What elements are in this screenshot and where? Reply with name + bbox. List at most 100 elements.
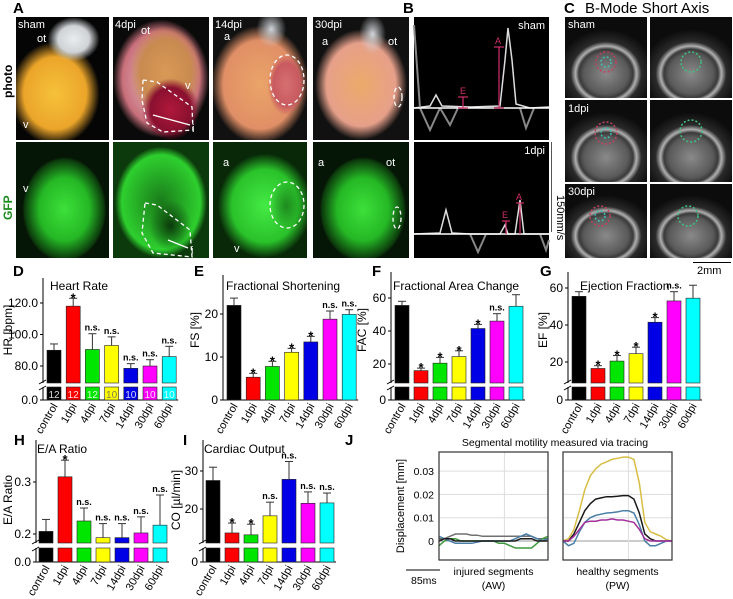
bar-base-4dpi: [85, 386, 100, 401]
series-line-2: [562, 509, 672, 547]
x-tick-label: 30dpi: [291, 564, 315, 593]
bar-base-1dpi: [224, 547, 240, 563]
significance-label: n.s.: [161, 335, 177, 345]
length-scale-bar: [693, 262, 731, 263]
chart-j: Segmental motility measured via tracing D…: [395, 437, 673, 592]
y-axis-label: E/A Ratio: [1, 475, 15, 525]
bar-control: [205, 480, 221, 544]
significance-label: n.s.: [262, 491, 278, 501]
bar-control: [46, 349, 62, 384]
x-tick-label: 4dpi: [258, 402, 279, 426]
y-tick-label: 0.2: [14, 527, 31, 541]
bar-base-1dpi: [65, 386, 81, 401]
gfp-30dpi: a ot: [313, 142, 409, 258]
bar-7dpi: [451, 356, 467, 384]
bar-base-60dpi: [508, 386, 524, 401]
bar-base-14dpi: [647, 386, 663, 401]
series-line-2: [438, 533, 549, 545]
bar-4dpi: [85, 349, 100, 384]
us-30dpi-raw: 30dpi: [565, 184, 647, 258]
mark-ot: ot: [388, 36, 398, 48]
panel-label-i: I: [183, 432, 188, 449]
significance-label: n.s.: [142, 349, 158, 359]
bar-base-14dpi: [114, 547, 130, 563]
x-tick-label: 4dpi: [603, 402, 624, 426]
y-tick-label: 0: [428, 536, 434, 548]
series-line-3: [563, 518, 672, 542]
sample-size-label: 10: [164, 390, 176, 401]
series-line-1: [563, 494, 672, 542]
significance-label: n.s.: [152, 484, 168, 494]
x-tick-label: 1dpi: [407, 402, 428, 426]
plot-frame: [562, 451, 673, 561]
y-tick-label: 0: [556, 393, 563, 407]
chart-i: 0 20 30 Cardiac Output CO [µl/min] control * 1d…: [169, 440, 336, 598]
x-tick-label: 7dpi: [277, 402, 298, 426]
axis-break-mark: [198, 539, 207, 545]
significance-label: *: [248, 516, 254, 531]
gfp-4dpi: i: [113, 142, 209, 258]
significance-label: n.s.: [95, 513, 111, 523]
bar-7dpi: [95, 537, 111, 544]
doppler-label: 1dpi: [524, 145, 545, 157]
bar-control: [394, 305, 410, 384]
bar-60dpi: [341, 314, 357, 401]
us-label: 30dpi: [568, 186, 595, 198]
bar-30dpi: [489, 320, 505, 384]
bar-14dpi: [281, 479, 297, 544]
chart-title: Fractional Area Change: [393, 279, 519, 293]
bar-base-control: [571, 386, 587, 401]
x-tick-label: 7dpi: [256, 564, 277, 588]
x-tick-label: 7dpi: [445, 402, 466, 426]
chart-g: 0 20 40 60 Ejection Fraction EF [%] control * 1d…: [536, 272, 702, 436]
doppler-sham: sham: [414, 17, 549, 140]
mark-v: v: [185, 80, 191, 92]
photo-sham: sham ot v: [16, 17, 109, 140]
bar-base-30dpi: [133, 547, 149, 563]
bar-base-7dpi: [628, 386, 644, 401]
mark-ot: ot: [37, 33, 47, 45]
panel-label-g: G: [540, 263, 552, 280]
x-tick-label: control: [382, 402, 409, 437]
bar-base-1dpi: [590, 386, 606, 401]
bar-60dpi: [152, 524, 168, 544]
x-tick-label: control: [214, 402, 241, 437]
bar-base-60dpi: [319, 547, 335, 563]
significance-label: n.s.: [133, 506, 149, 516]
bar-base-4dpi: [609, 386, 625, 401]
photo-14dpi: 14dpi a: [213, 17, 307, 140]
x-tick-label: 30dpi: [480, 402, 504, 431]
chart-title: Fractional Shortening: [226, 279, 340, 293]
y-tick-label: 100.0: [8, 328, 38, 342]
bar-7dpi: [628, 353, 644, 384]
panel-label-e: E: [194, 263, 205, 280]
x-tick-label: 60dpi: [152, 402, 176, 431]
y-axis-label: HR [bpm]: [1, 305, 15, 356]
y-tick-label: 60: [550, 281, 564, 295]
bar-control: [38, 531, 54, 544]
panel-sublabel: (AW): [482, 580, 506, 592]
panel-label: healthy segments: [576, 566, 658, 578]
photo-4dpi: 4dpi ot v i: [113, 17, 209, 140]
bar-base-30dpi: [300, 547, 316, 563]
significance-label: *: [71, 290, 77, 305]
bar-60dpi: [161, 356, 177, 384]
y-tick-label: 60: [373, 291, 387, 305]
gfp-sham: v: [16, 142, 109, 258]
us-30dpi-traced: [650, 184, 732, 258]
bar-control: [226, 305, 242, 401]
y-tick-label: 0: [211, 393, 218, 407]
y-tick-label: 0.0: [14, 555, 31, 569]
panel-label-c: C: [564, 0, 575, 17]
x-tick-label: 4dpi: [70, 564, 91, 588]
bar-1dpi: [65, 305, 81, 384]
y-axis-label: FS [%]: [188, 312, 202, 348]
mark-a: a: [322, 36, 329, 48]
mark-i: i: [191, 245, 194, 257]
chart-f: 0 20 40 60 Fractional Area Change FAC [%] cont…: [355, 272, 525, 436]
doppler-1dpi: 1dpi: [414, 142, 549, 258]
x-tick-label: 7dpi: [622, 402, 643, 426]
y-tick-label: 20: [205, 307, 219, 321]
mark-ot: ot: [141, 25, 151, 37]
panel-label-j: J: [345, 432, 354, 449]
